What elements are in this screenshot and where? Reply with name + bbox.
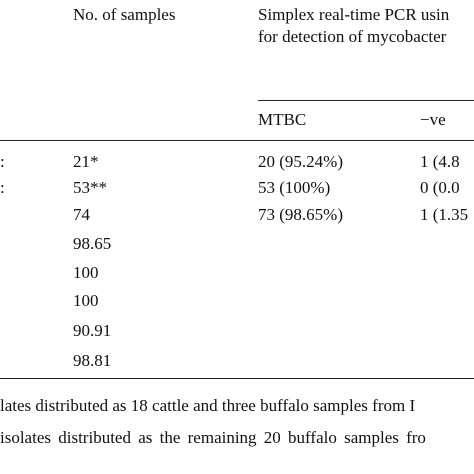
rule [0, 140, 474, 141]
column-header: No. of samples [73, 5, 176, 24]
cell: : [0, 178, 5, 197]
rule [0, 378, 474, 379]
cell: 100 [73, 263, 99, 282]
cell: 53 (100%) [258, 178, 331, 197]
sub-header: −ve [420, 110, 446, 129]
cell: 98.81 [73, 351, 112, 370]
cell: 20 (95.24%) [258, 152, 343, 171]
cell: 73 (98.65%) [258, 205, 343, 224]
cell: 100 [73, 291, 99, 310]
column-header: for detection of mycobacter [258, 27, 447, 46]
rule [258, 100, 474, 101]
cell: 74 [73, 205, 90, 224]
cell: 90.91 [73, 321, 112, 340]
cell: 53** [73, 178, 107, 197]
cell: : [0, 152, 5, 171]
cell: 0 (0.0 [420, 178, 460, 197]
footnote: isolates distributed as the remaining 20… [0, 428, 426, 447]
cell: 1 (1.35 [420, 205, 469, 224]
cell: 1 (4.8 [420, 152, 460, 171]
cell: 98.65 [73, 234, 112, 253]
footnote: lates distributed as 18 cattle and three… [0, 396, 416, 415]
sub-header: MTBC [258, 110, 307, 129]
cell: 21* [73, 152, 99, 171]
column-header: Simplex real-time PCR usin [258, 5, 450, 24]
